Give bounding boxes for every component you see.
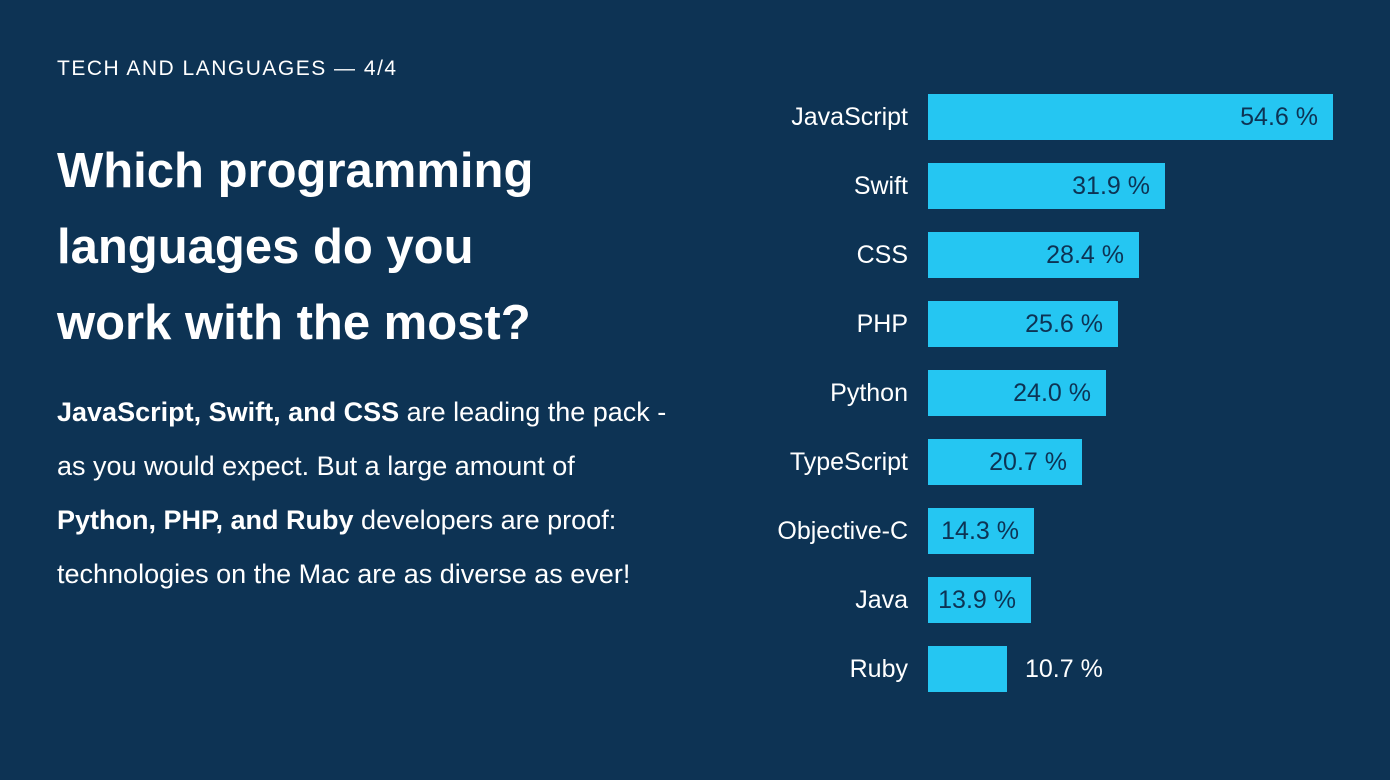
bar-track: 20.7 % (928, 439, 1370, 485)
bar-track: 28.4 % (928, 232, 1370, 278)
page-title-line: work with the most? (57, 296, 531, 350)
category-label: Objective-C (777, 516, 908, 545)
chart-row: Swift 31.9 % (690, 163, 1370, 209)
bar: 28.4 % (928, 232, 1139, 278)
category-label: PHP (856, 309, 908, 338)
bar-track: 54.6 % (928, 94, 1370, 140)
chart-row: Java 13.9 % (690, 577, 1370, 623)
page-title: Which programming languages do you work wi… (57, 133, 697, 361)
category-label: TypeScript (789, 447, 908, 476)
bar-track: 24.0 % (928, 370, 1370, 416)
description-segment: JavaScript, Swift, and CSS (57, 397, 400, 427)
bar-track: 10.7 % (928, 646, 1370, 692)
bar-track: 13.9 % (928, 577, 1370, 623)
category-label: Swift (853, 171, 908, 200)
category-label: Java (855, 585, 908, 614)
eyebrow-label: TECH AND LANGUAGES — 4/4 (57, 57, 398, 80)
chart-row: JavaScript 54.6 % (690, 94, 1370, 140)
bar: 25.6 % (928, 301, 1118, 347)
chart-row: CSS 28.4 % (690, 232, 1370, 278)
description-segment: developers are proof: technologies on th… (57, 505, 631, 589)
bar: 13.9 % (928, 577, 1031, 623)
bar (928, 646, 1007, 692)
category-label: Python (830, 378, 908, 407)
value-label: 28.4 % (1046, 240, 1124, 269)
page-title-line: languages do you (57, 220, 474, 274)
bar: 24.0 % (928, 370, 1106, 416)
value-label: 20.7 % (989, 447, 1067, 476)
category-label: JavaScript (791, 102, 908, 131)
value-label: 10.7 % (1025, 654, 1103, 683)
bar-track: 31.9 % (928, 163, 1370, 209)
value-label: 25.6 % (1025, 309, 1103, 338)
description-segment: Python, PHP, and Ruby (57, 505, 354, 535)
chart-row: Ruby 10.7 % (690, 646, 1370, 692)
chart-row: PHP 25.6 % (690, 301, 1370, 347)
description-segment: are leading the pack - as you would expe… (57, 397, 667, 481)
bar: 20.7 % (928, 439, 1082, 485)
value-label: 13.9 % (938, 585, 1016, 614)
category-label: Ruby (849, 654, 908, 683)
value-label: 14.3 % (941, 516, 1019, 545)
bar: 31.9 % (928, 163, 1165, 209)
value-label: 24.0 % (1013, 378, 1091, 407)
description: JavaScript, Swift, and CSS are leading t… (57, 385, 672, 601)
value-label: 54.6 % (1240, 102, 1318, 131)
category-label: CSS (856, 240, 908, 269)
chart-row: Python 24.0 % (690, 370, 1370, 416)
page-title-line: Which programming (57, 144, 534, 198)
chart-row: TypeScript 20.7 % (690, 439, 1370, 485)
bar-track: 25.6 % (928, 301, 1370, 347)
bar-track: 14.3 % (928, 508, 1370, 554)
bar: 54.6 % (928, 94, 1333, 140)
chart-row: Objective-C 14.3 % (690, 508, 1370, 554)
bar: 14.3 % (928, 508, 1034, 554)
value-label: 31.9 % (1072, 171, 1150, 200)
bar-chart: JavaScript 54.6 % Swift 31.9 % CSS 28.4 % PHP 2… (690, 94, 1370, 692)
